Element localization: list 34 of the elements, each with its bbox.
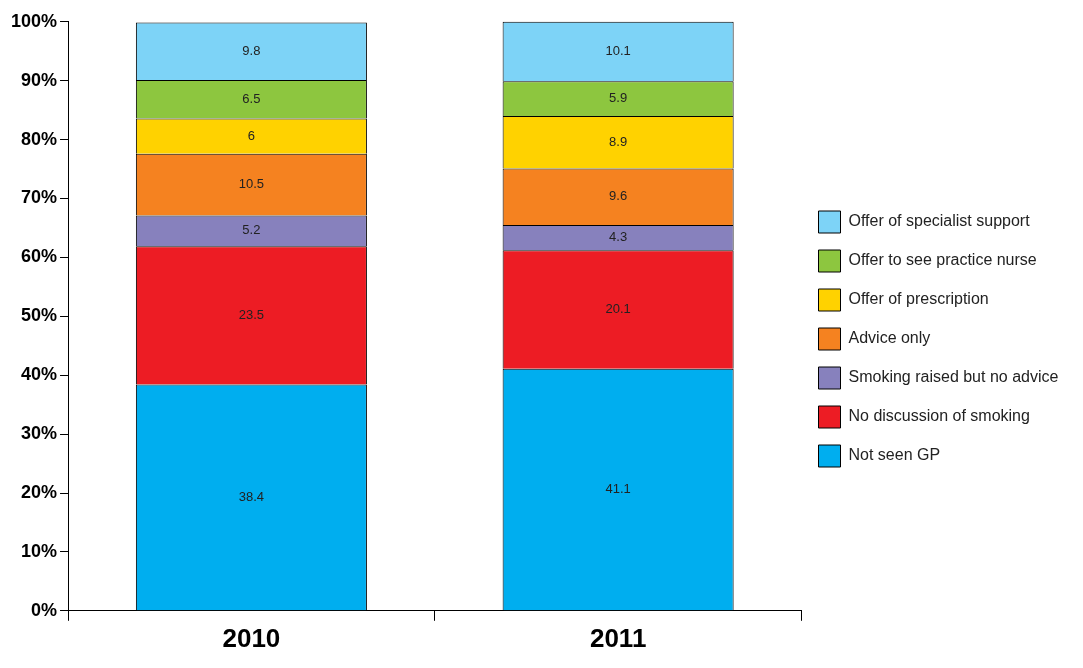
legend-label: Not seen GP <box>848 446 941 464</box>
data-label: 6 <box>247 127 256 143</box>
y-tick-label: 50% <box>21 305 58 326</box>
y-tick-label: 60% <box>21 246 58 267</box>
y-tick-label: 90% <box>21 69 58 90</box>
legend-label: Offer of prescription <box>848 290 989 308</box>
legend-label: Advice only <box>848 329 931 347</box>
data-label: 8.9 <box>609 133 628 149</box>
y-tick-label: 0% <box>31 599 58 620</box>
data-label: 4.3 <box>609 229 628 245</box>
y-tick-label: 20% <box>21 481 58 502</box>
y-tick-label: 10% <box>21 540 58 561</box>
y-tick-label: 80% <box>21 128 58 149</box>
data-label: 5.2 <box>242 222 261 238</box>
x-tick-label: 2011 <box>589 622 647 653</box>
data-label: 10.1 <box>605 43 631 59</box>
data-label: 9.6 <box>609 188 628 204</box>
data-label: 5.9 <box>609 90 628 106</box>
x-tick-label: 2010 <box>222 622 281 653</box>
data-label: 9.8 <box>242 42 261 58</box>
legend-label: Offer of specialist support <box>848 212 1031 230</box>
data-label: 23.5 <box>238 306 265 322</box>
data-label: 41.1 <box>605 481 631 497</box>
data-label: 20.1 <box>605 301 631 317</box>
legend-label: Offer to see practice nurse <box>848 251 1037 269</box>
legend-label: Smoking raised but no advice <box>848 368 1059 386</box>
data-label: 38.4 <box>238 489 265 505</box>
data-label: 10.5 <box>238 176 265 192</box>
y-tick-label: 70% <box>21 187 58 208</box>
y-tick-label: 40% <box>21 364 58 385</box>
legend-label: No discussion of smoking <box>848 407 1030 425</box>
data-label: 6.5 <box>242 90 261 106</box>
y-tick-label: 30% <box>21 423 58 444</box>
y-tick-label: 100% <box>10 10 58 31</box>
